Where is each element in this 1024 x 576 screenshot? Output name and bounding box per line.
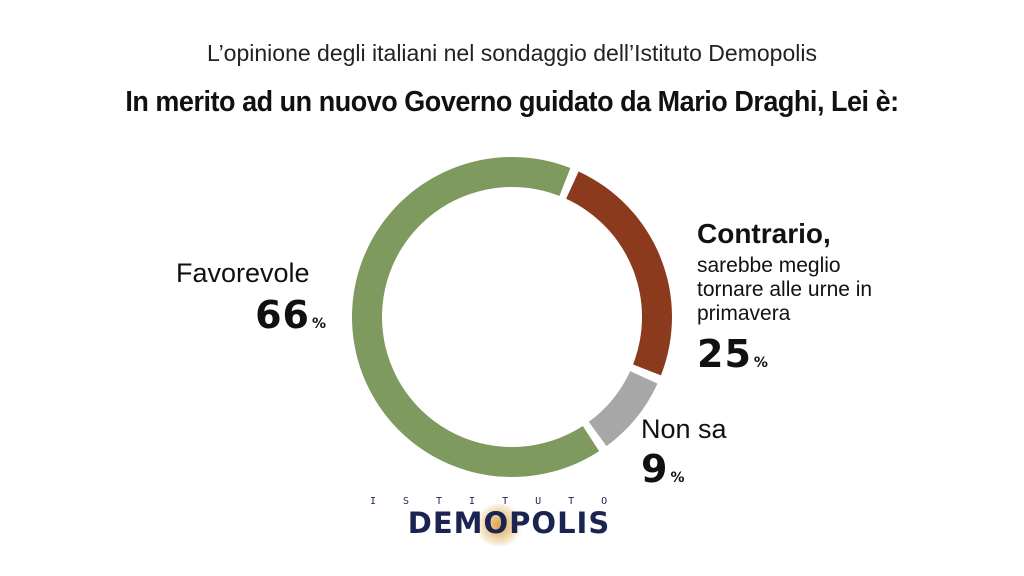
- logo-glow: [474, 504, 524, 546]
- slice-contrario: [566, 171, 672, 376]
- label-contrario: Contrario, sarebbe meglio tornare alle u…: [697, 218, 897, 376]
- sublabel-contrario: sarebbe meglio tornare alle urne in prim…: [697, 254, 873, 325]
- label-favorevole: Favorevole 66%: [176, 258, 326, 337]
- category-label-non-sa: Non sa: [641, 414, 727, 444]
- logo-main-text: DEMOPOLIS: [407, 506, 611, 540]
- percent-sign-favorevole: %: [311, 316, 326, 332]
- chart-title: In merito ad un nuovo Governo guidato da…: [125, 86, 899, 118]
- value-label-contrario: 25%: [697, 332, 897, 376]
- value-number-favorevole: 66: [255, 293, 310, 337]
- category-label-contrario: Contrario,: [697, 218, 831, 249]
- label-non-sa: Non sa 9%: [641, 414, 727, 491]
- percent-sign-contrario: %: [753, 355, 768, 371]
- percent-sign-non-sa: %: [670, 470, 685, 486]
- value-number-contrario: 25: [697, 332, 752, 376]
- logo-top-text: ISTITUTO: [370, 496, 635, 507]
- chart-subtitle: L’opinione degli italiani nel sondaggio …: [207, 40, 817, 66]
- demopolis-logo: ISTITUTO DEMOPOLIS: [370, 496, 648, 546]
- category-label-favorevole: Favorevole: [176, 258, 310, 288]
- value-label-favorevole: 66%: [176, 293, 326, 337]
- slice-favorevole: [352, 156, 600, 478]
- slice-non-sa: [588, 371, 658, 447]
- value-label-non-sa: 9%: [641, 447, 727, 491]
- value-number-non-sa: 9: [641, 447, 669, 491]
